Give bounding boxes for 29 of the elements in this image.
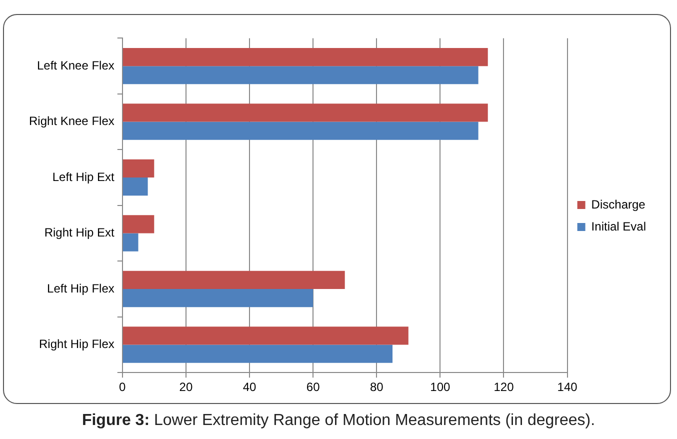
x-tick-label: 60 <box>306 380 320 394</box>
bar <box>122 66 478 84</box>
bar <box>122 289 314 308</box>
y-tick-label: Left Hip Flex <box>47 281 114 296</box>
y-tick-label: Right Knee Flex <box>28 114 114 128</box>
x-tick-label: 120 <box>494 380 514 394</box>
bar <box>122 159 154 178</box>
x-tick-label: 140 <box>557 380 578 394</box>
bar <box>122 178 148 196</box>
x-tick-label: 100 <box>430 380 451 394</box>
legend-label: Initial Eval <box>591 219 646 234</box>
bar <box>122 215 154 234</box>
x-tick-label: 80 <box>370 380 384 394</box>
y-tick-label: Left Hip Ext <box>52 170 116 184</box>
bar <box>122 104 488 122</box>
x-tick-label: 0 <box>119 380 126 394</box>
x-tick-label: 20 <box>179 380 193 394</box>
y-tick-label: Right Hip Ext <box>44 226 116 240</box>
bar <box>122 270 345 289</box>
y-tick-label: Left Knee Flex <box>36 58 114 72</box>
caption: Figure 3: Lower Extremity Range of Motion Measurements (in degrees). <box>80 412 596 430</box>
bar <box>122 48 488 66</box>
bar <box>122 122 478 140</box>
bar <box>122 233 138 252</box>
legend-label: Discharge <box>591 197 646 212</box>
y-tick-label: Right Hip Flex <box>39 337 114 352</box>
x-tick-label: 40 <box>242 380 256 394</box>
bar <box>122 326 408 345</box>
bar <box>122 344 393 363</box>
